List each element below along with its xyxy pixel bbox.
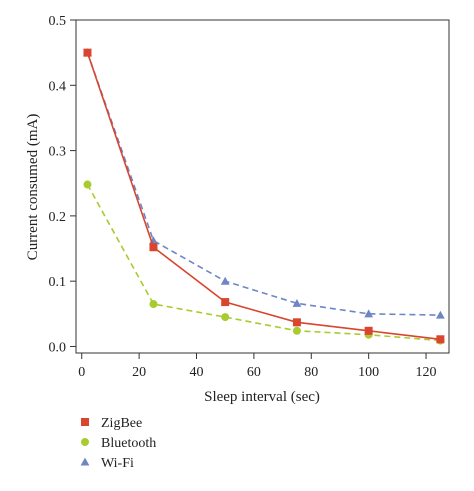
data-point — [221, 313, 230, 322]
legend-swatch — [81, 438, 89, 446]
data-point — [221, 298, 230, 307]
data-point — [83, 48, 92, 57]
legend-label: Wi-Fi — [101, 456, 134, 471]
x-tick-label: 80 — [304, 365, 318, 380]
data-point — [83, 180, 92, 189]
x-tick-label: 100 — [358, 365, 379, 380]
legend-item: ZigBee — [81, 416, 142, 431]
legend: ZigBee Bluetooth Wi-Fi — [80, 416, 156, 471]
y-tick-label: 0.1 — [49, 275, 67, 290]
y-tick-label: 0.4 — [49, 79, 67, 94]
data-point — [220, 276, 230, 285]
data-point — [149, 243, 158, 252]
legend-item: Wi-Fi — [80, 456, 134, 471]
x-tick-label: 60 — [247, 365, 261, 380]
data-point — [292, 298, 302, 307]
series-bluetooth — [83, 180, 445, 345]
data-point — [435, 310, 445, 319]
y-axis: 0.0 0.1 0.2 0.3 0.4 0.5 — [49, 14, 76, 355]
legend-item: Bluetooth — [81, 436, 156, 451]
series-wi-fi — [83, 48, 445, 319]
x-tick-label: 120 — [416, 365, 437, 380]
y-tick-label: 0.3 — [49, 145, 67, 160]
x-tick-label: 20 — [132, 365, 146, 380]
series-layer — [83, 48, 445, 345]
x-axis: 0 20 40 60 80 100 120 — [78, 353, 437, 380]
data-point — [364, 309, 374, 318]
y-tick-label: 0.2 — [49, 210, 67, 225]
data-point — [149, 300, 158, 309]
data-point — [436, 335, 445, 344]
series-line — [86, 184, 441, 342]
legend-swatch — [81, 418, 89, 426]
series-line — [86, 52, 441, 316]
data-point — [364, 326, 373, 335]
legend-swatch — [80, 457, 90, 466]
x-tick-label: 0 — [78, 365, 85, 380]
legend-label: Bluetooth — [101, 436, 156, 451]
data-point — [292, 326, 301, 335]
legend-label: ZigBee — [101, 416, 142, 431]
series-line — [86, 52, 441, 341]
y-axis-label: Current consumed (mA) — [25, 114, 41, 261]
x-tick-label: 40 — [190, 365, 204, 380]
y-tick-label: 0.5 — [49, 14, 67, 29]
data-point — [292, 318, 301, 327]
y-tick-label: 0.0 — [49, 340, 67, 355]
plot-frame — [75, 19, 450, 354]
series-zigbee — [83, 48, 445, 344]
x-axis-label: Sleep interval (sec) — [204, 389, 320, 405]
